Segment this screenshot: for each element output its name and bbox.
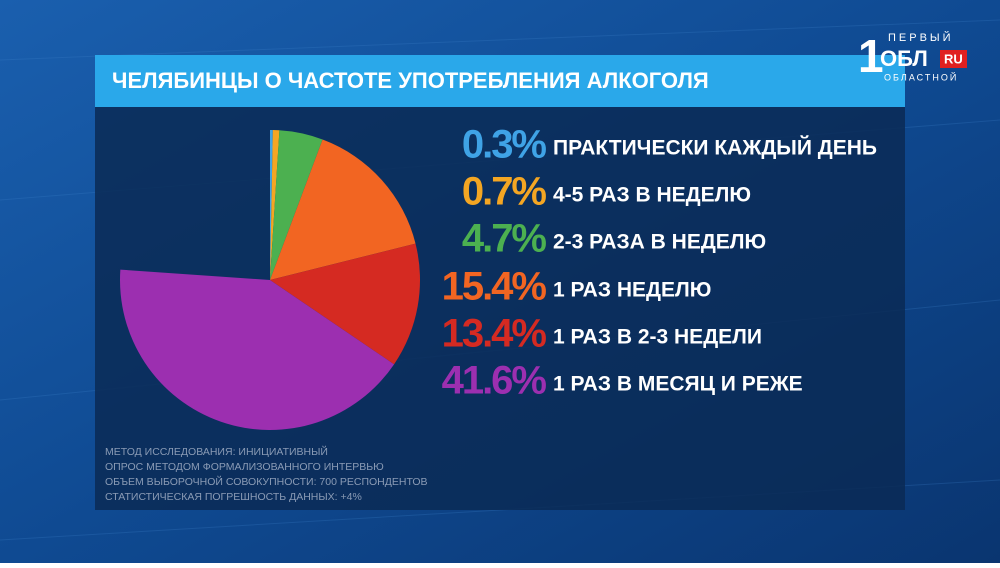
logo-top: ПЕРВЫЙ	[888, 31, 954, 44]
pie-slice	[270, 130, 323, 280]
pie-slice	[270, 130, 280, 280]
logo-badge	[940, 50, 967, 68]
legend-label: 1 РАЗ В МЕСЯЦ И РЕЖЕ	[553, 373, 803, 396]
legend-label: 4-5 РАЗ В НЕДЕЛЮ	[553, 184, 751, 207]
legend-label: 2-3 РАЗА В НЕДЕЛЮ	[553, 231, 766, 254]
value-label: 0.3%	[462, 123, 547, 167]
note: ОБЪЕМ ВЫБОРОЧНОЙ СОВОКУПНОСТИ: 700 РЕСПО…	[105, 475, 428, 488]
value-label: 4.7%	[462, 217, 547, 261]
value-label: 0.7%	[462, 170, 547, 214]
note: ОПРОС МЕТОДОМ ФОРМАЛИЗОВАННОГО ИНТЕРВЬЮ	[105, 461, 384, 473]
value-label: 15.4%	[442, 265, 547, 309]
logo-digit: 1	[858, 30, 884, 82]
chart-title: ЧЕЛЯБИНЦЫ О ЧАСТОТЕ УПОТРЕБЛЕНИЯ АЛКОГОЛ…	[112, 68, 709, 93]
pie-slice	[270, 130, 273, 280]
title-bar	[95, 55, 905, 107]
legend-label: ПРАКТИЧЕСКИ КАЖДЫЙ ДЕНЬ	[553, 136, 877, 160]
note: МЕТОД ИССЛЕДОВАНИЯ: ИНИЦИАТИВНЫЙ	[105, 445, 328, 458]
value-label: 13.4%	[442, 312, 547, 356]
legend-label: 1 РАЗ В 2-3 НЕДЕЛИ	[553, 326, 762, 349]
legend-label: 1 РАЗ НЕДЕЛЮ	[553, 279, 711, 302]
logo-bottom: ОБЛАСТНОЙ	[884, 71, 958, 82]
logo: 1 ПЕРВЫЙ ОБЛ RU ОБЛАСТНОЙ	[858, 30, 967, 82]
value-label: 41.6%	[442, 359, 547, 403]
logo-main: ОБЛ	[880, 46, 928, 71]
pie-slice	[270, 139, 416, 280]
logo-domain: RU	[944, 51, 963, 66]
note: СТАТИСТИЧЕСКАЯ ПОГРЕШНОСТЬ ДАННЫХ: +4%	[105, 491, 362, 503]
pie-slice	[270, 243, 421, 365]
pie-slice	[119, 269, 395, 430]
